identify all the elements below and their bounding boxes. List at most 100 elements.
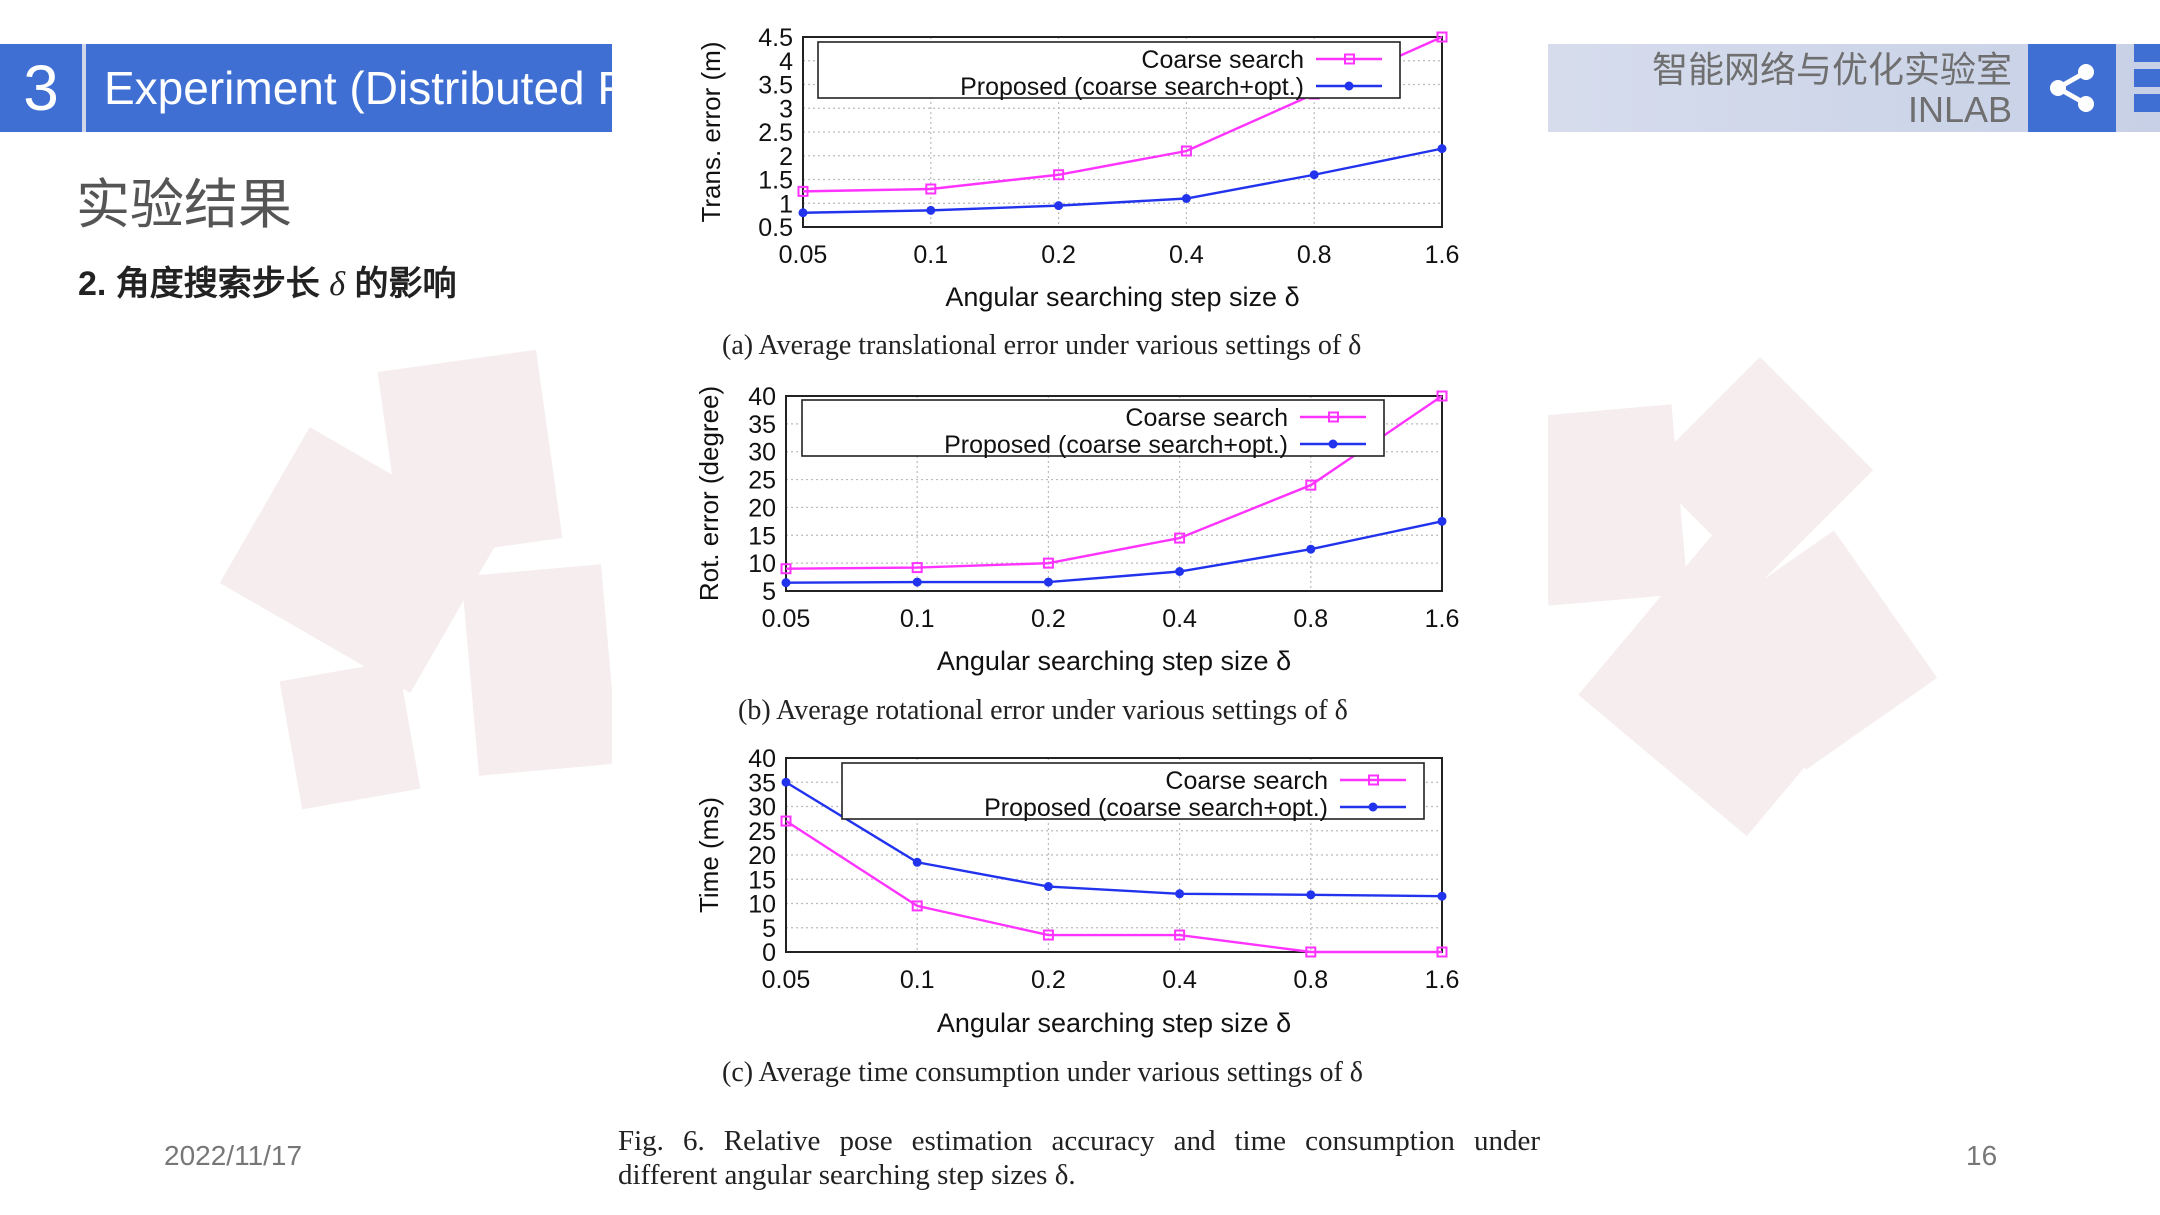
legend-label: Coarse search	[1165, 767, 1328, 795]
data-point-proposed	[1054, 201, 1064, 211]
data-point-proposed	[912, 577, 922, 587]
legend-marker	[1328, 439, 1338, 449]
data-point-proposed	[912, 857, 922, 867]
series-line-0	[785, 820, 1442, 954]
legend-marker	[1344, 53, 1355, 65]
legend-label: Coarse search	[1141, 46, 1304, 74]
x-tick-label: 0.8	[1293, 605, 1328, 633]
data-point-proposed	[926, 205, 936, 215]
y-tick-label: 40	[748, 383, 776, 411]
y-tick-label: 25	[748, 467, 776, 495]
plot-frame	[802, 36, 1443, 228]
legend-box	[817, 41, 1401, 99]
x-tick-label: 1.6	[1425, 966, 1460, 994]
data-point-proposed	[1437, 516, 1447, 526]
page-number: 16	[1966, 1140, 1998, 1171]
data-point-coarse	[1305, 479, 1317, 491]
x-tick-label: 0.4	[1162, 605, 1197, 633]
x-tick-label: 1.6	[1425, 605, 1460, 633]
series-line-0	[785, 395, 1443, 570]
data-point-coarse	[1174, 929, 1186, 941]
share-button[interactable]	[2028, 44, 2116, 132]
data-point-coarse	[1436, 390, 1448, 402]
y-tick-label: 25	[748, 818, 776, 846]
plot-frame	[785, 757, 1443, 953]
section-number: 3	[0, 44, 82, 132]
legend-box	[841, 762, 1425, 820]
legend-marker	[1368, 774, 1379, 786]
slide-subtitle: 实验结果	[76, 175, 292, 235]
share-icon	[2050, 64, 2094, 112]
data-point-proposed	[1181, 194, 1191, 203]
data-point-proposed	[798, 208, 808, 218]
y-tick-label: 2	[779, 143, 793, 171]
data-point-proposed	[1437, 891, 1447, 901]
y-tick-label: 5	[762, 578, 776, 606]
y-tick-label: 0	[762, 939, 776, 967]
data-point-coarse	[1053, 169, 1065, 181]
slide-subheading: 2. 角度搜索步长 δ 的影响	[78, 262, 457, 307]
figure-panel	[612, 20, 1548, 1210]
slide-date: 2022/11/17	[164, 1140, 303, 1171]
y-tick-label: 5	[762, 915, 776, 943]
subheading-prefix: 2. 角度搜索步长	[78, 265, 320, 303]
data-point-proposed	[1175, 567, 1185, 576]
series-line-1	[785, 520, 1443, 584]
data-point-proposed	[1306, 890, 1316, 900]
y-tick-label: 1	[779, 190, 793, 218]
x-tick-label: 0.05	[779, 241, 828, 269]
lab-name-en: INLAB	[1907, 89, 2012, 130]
y-tick-label: 20	[748, 494, 776, 522]
data-point-proposed	[781, 578, 791, 588]
data-point-proposed	[1306, 544, 1316, 554]
x-tick-label: 1.6	[1425, 241, 1460, 269]
series-line-1	[785, 781, 1443, 898]
x-tick-label: 0.1	[913, 241, 948, 269]
y-tick-label: 10	[748, 891, 776, 919]
data-point-coarse	[780, 815, 792, 827]
data-point-proposed	[781, 777, 791, 787]
data-point-coarse	[911, 900, 923, 912]
data-point-proposed	[1437, 144, 1447, 154]
x-tick-label: 0.1	[900, 605, 935, 633]
y-tick-label: 4	[779, 48, 793, 76]
caption-b: (b) Average rotational error under vario…	[738, 695, 1348, 726]
lab-name: 智能网络与优化实验室 INLAB	[1652, 50, 2012, 130]
section-title: Experiment (Distributed F	[86, 44, 616, 132]
menu-icon[interactable]	[2134, 44, 2160, 132]
x-tick-label: 0.8	[1297, 241, 1332, 269]
data-point-coarse	[1042, 557, 1054, 569]
y-tick-label: 4.5	[758, 24, 793, 52]
y-tick-label: 2.5	[758, 119, 793, 147]
data-point-coarse	[1436, 31, 1448, 43]
plot-frame	[785, 395, 1443, 592]
y-axis-label: Rot. error (degree)	[694, 386, 724, 601]
y-tick-label: 30	[748, 439, 776, 467]
data-point-coarse	[1174, 532, 1186, 544]
y-tick-label: 1.5	[758, 167, 793, 195]
x-axis-label: Angular searching step size δ	[937, 1008, 1291, 1038]
y-tick-label: 35	[748, 769, 776, 797]
legend-marker	[1328, 411, 1339, 423]
caption-a: (a) Average translational error under va…	[722, 330, 1362, 361]
subheading-suffix: 的影响	[354, 265, 457, 303]
y-tick-label: 30	[748, 794, 776, 822]
data-point-coarse	[1180, 145, 1192, 157]
data-point-coarse	[780, 563, 792, 575]
x-axis-label: Angular searching step size δ	[937, 646, 1291, 676]
legend-label: Proposed (coarse search+opt.)	[944, 431, 1288, 459]
series-line-1	[802, 147, 1443, 214]
x-tick-label: 0.2	[1031, 966, 1066, 994]
data-point-coarse	[797, 185, 809, 197]
x-tick-label: 0.8	[1293, 966, 1328, 994]
x-axis-label: Angular searching step size δ	[945, 282, 1299, 312]
y-tick-label: 40	[748, 745, 776, 773]
data-point-coarse	[1042, 929, 1054, 941]
data-point-proposed	[1043, 882, 1053, 892]
y-tick-label: 15	[748, 522, 776, 550]
y-tick-label: 0.5	[758, 214, 793, 242]
y-tick-label: 15	[748, 866, 776, 894]
x-tick-label: 0.4	[1169, 241, 1204, 269]
